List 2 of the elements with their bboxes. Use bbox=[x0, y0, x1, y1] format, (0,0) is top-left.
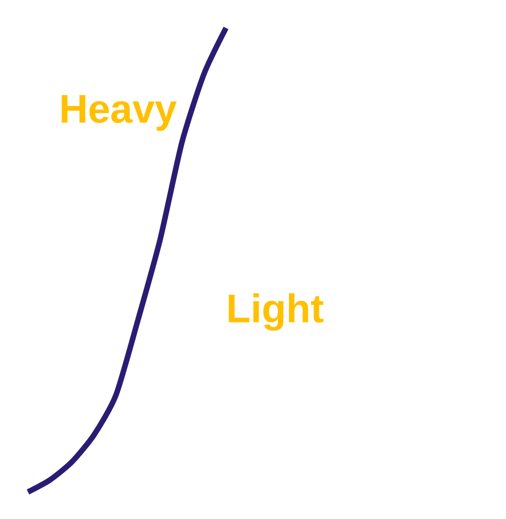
annotation: Light bbox=[228, 293, 324, 331]
annotation: Heavy bbox=[62, 95, 177, 131]
